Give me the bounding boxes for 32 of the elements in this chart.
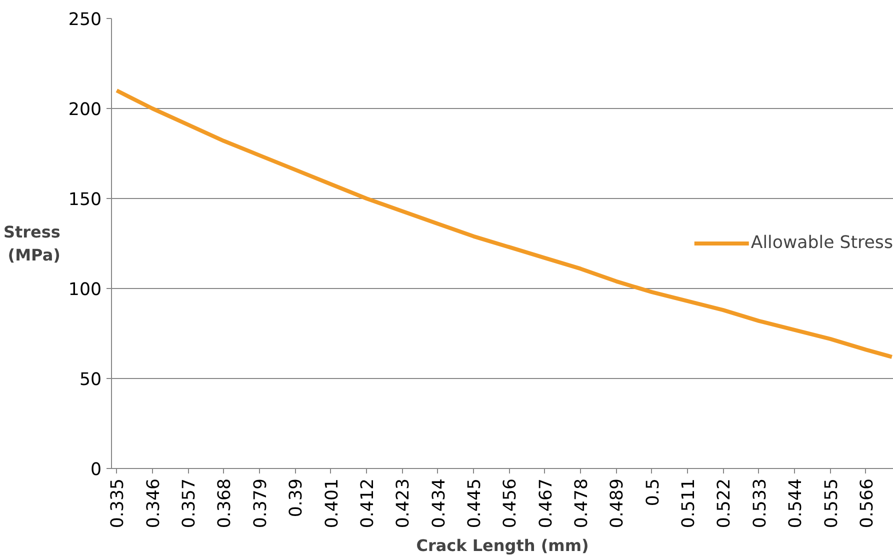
x-tick-label: 0.566	[857, 478, 878, 528]
y-tick-label: 200	[68, 100, 102, 120]
x-tick-label: 0.335	[108, 478, 128, 528]
x-tick-label: 0.357	[180, 478, 200, 528]
x-axis-title: Crack Length (mm)	[416, 536, 589, 556]
x-tick-label: 0.5	[643, 478, 664, 506]
y-tick-label: 150	[68, 190, 102, 210]
x-tick-label: 0.478	[572, 478, 592, 528]
x-tick-label: 0.39	[286, 478, 307, 518]
y-tick-label: 50	[79, 370, 102, 390]
x-tick-label: 0.467	[536, 478, 556, 528]
legend-label: Allowable Stress	[750, 233, 893, 253]
y-tick-label: 0	[90, 460, 102, 480]
x-tick-label: 0.434	[429, 478, 450, 528]
x-tick-label: 0.379	[250, 478, 271, 528]
x-tick-label: 0.533	[750, 478, 770, 528]
y-axis-title: Stress (MPa)	[3, 222, 60, 264]
x-tick-label: 0.401	[322, 478, 342, 528]
x-tick-label: 0.412	[358, 478, 378, 528]
x-tick-label: 0.544	[786, 478, 806, 528]
y-tick-label: 250	[68, 10, 102, 30]
x-tick-label: 0.522	[714, 478, 735, 528]
x-tick-label: 0.368	[215, 478, 236, 528]
x-tick-label: 0.511	[679, 478, 700, 528]
x-tick-label: 0.555	[822, 478, 842, 528]
x-tick-label: 0.423	[394, 478, 414, 528]
x-tick-label: 0.445	[464, 478, 485, 528]
x-tick-label: 0.346	[144, 478, 164, 528]
line-series	[114, 88, 893, 359]
x-tick-label: 0.489	[608, 478, 628, 528]
y-tick-label: 100	[68, 280, 102, 300]
x-tick-label: 0.456	[500, 478, 521, 528]
